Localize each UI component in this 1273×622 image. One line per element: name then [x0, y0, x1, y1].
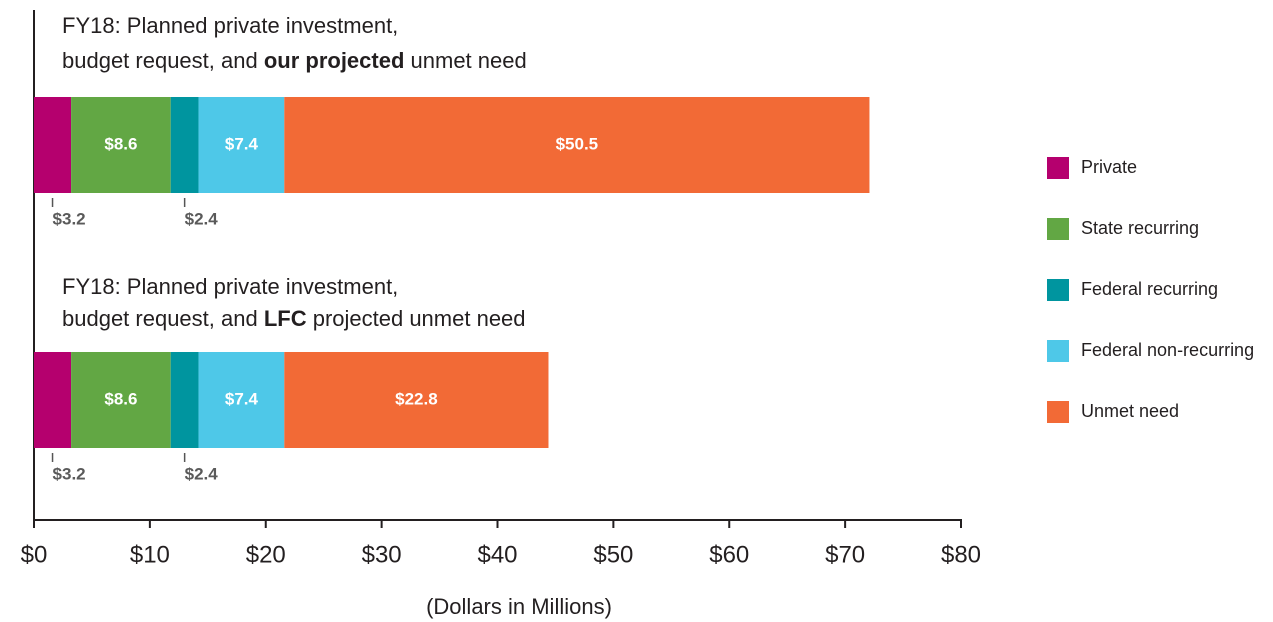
value-label: $3.2	[53, 209, 86, 228]
legend-label: State recurring	[1081, 218, 1199, 238]
bar-title-part: FY18: Planned private investment,	[62, 274, 398, 299]
bar-title-part: LFC	[264, 306, 307, 331]
x-tick-label: $70	[825, 541, 865, 568]
value-label: $7.4	[225, 389, 259, 408]
x-tick-label: $0	[21, 541, 48, 568]
value-label: $3.2	[53, 464, 86, 483]
x-tick-label: $80	[941, 541, 981, 568]
bar-title-part: budget request, and	[62, 48, 264, 73]
bar-segment	[284, 352, 549, 448]
legend-label: Federal non-recurring	[1081, 340, 1254, 360]
x-tick-label: $50	[593, 541, 633, 568]
bar-segment	[71, 352, 171, 448]
value-label: $2.4	[185, 209, 219, 228]
bar-segment	[34, 97, 72, 193]
x-tick-label: $20	[246, 541, 286, 568]
legend-swatch	[1047, 401, 1069, 423]
value-label: $22.8	[395, 389, 438, 408]
bar-segment	[284, 97, 870, 193]
bar-segment	[34, 352, 72, 448]
value-label: $2.4	[185, 464, 219, 483]
value-label: $50.5	[556, 134, 599, 153]
legend-label: Private	[1081, 157, 1137, 177]
bar-segment	[71, 97, 171, 193]
bar-title-part: budget request, and	[62, 306, 264, 331]
legend-swatch	[1047, 218, 1069, 240]
legend-label: Unmet need	[1081, 401, 1179, 421]
x-tick-label: $60	[709, 541, 749, 568]
bar-segment	[170, 352, 199, 448]
x-tick-label: $30	[362, 541, 402, 568]
legend-swatch	[1047, 157, 1069, 179]
x-axis-label: (Dollars in Millions)	[426, 594, 612, 619]
bar-title: FY18: Planned private investment,	[62, 13, 398, 38]
bar-title: FY18: Planned private investment,	[62, 274, 398, 299]
bar-title-part: projected unmet need	[307, 306, 526, 331]
value-label: $8.6	[104, 389, 137, 408]
bar-segment	[170, 97, 199, 193]
legend-swatch	[1047, 279, 1069, 301]
bar-title-part: our projected	[264, 48, 405, 73]
bar-title-part: unmet need	[404, 48, 526, 73]
legend-swatch	[1047, 340, 1069, 362]
x-tick-label: $40	[477, 541, 517, 568]
bar-title-part: FY18: Planned private investment,	[62, 13, 398, 38]
bar-title: budget request, and LFC projected unmet …	[62, 306, 526, 331]
value-label: $7.4	[225, 134, 259, 153]
value-label: $8.6	[104, 134, 137, 153]
bar-segment	[198, 352, 285, 448]
bar-title: budget request, and our projected unmet …	[62, 48, 527, 73]
x-tick-label: $10	[130, 541, 170, 568]
legend-label: Federal recurring	[1081, 279, 1218, 299]
bar-segment	[198, 97, 285, 193]
